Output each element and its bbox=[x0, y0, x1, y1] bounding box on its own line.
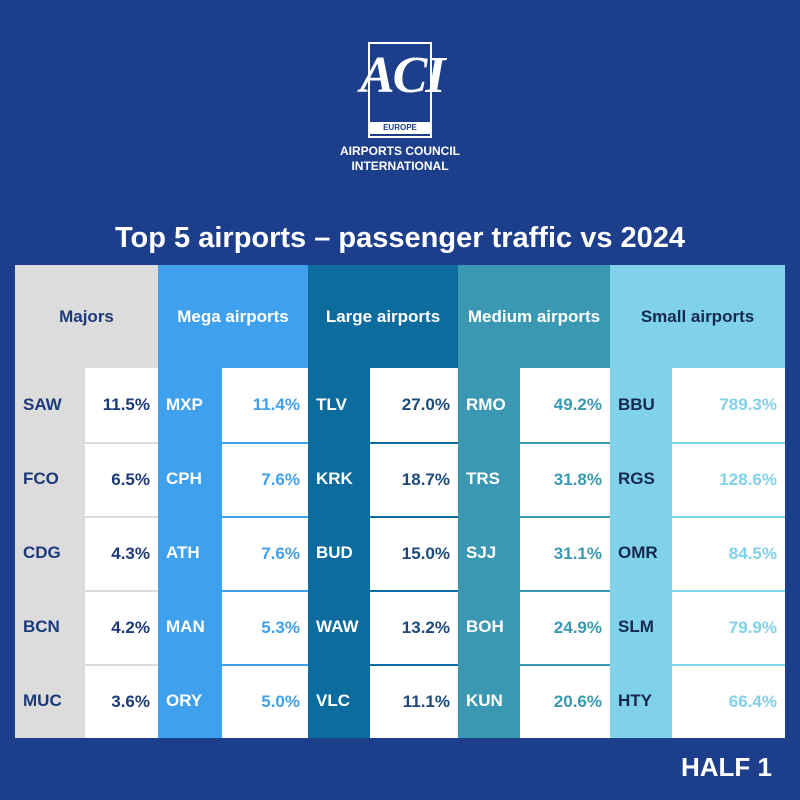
traffic-change: 4.2% bbox=[85, 592, 158, 664]
traffic-change: 6.5% bbox=[85, 444, 158, 516]
airport-code: CDG bbox=[23, 543, 61, 562]
traffic-change: 5.3% bbox=[222, 592, 308, 664]
traffic-change: 5.0% bbox=[222, 666, 308, 738]
column-header: Medium airports bbox=[467, 306, 601, 326]
traffic-change: 31.1% bbox=[520, 518, 610, 590]
traffic-change: 3.6% bbox=[85, 666, 158, 738]
airport-code: VLC bbox=[316, 691, 350, 710]
airport-code: OMR bbox=[618, 543, 658, 562]
airport-code: SJJ bbox=[466, 543, 497, 562]
airport-code: WAW bbox=[316, 617, 359, 636]
traffic-change: 7.6% bbox=[222, 518, 308, 590]
logo-name: INTERNATIONAL bbox=[351, 159, 449, 173]
traffic-change: 24.9% bbox=[520, 592, 610, 664]
airport-code: MXP bbox=[166, 395, 203, 414]
traffic-change: 18.7% bbox=[370, 444, 458, 516]
airport-code: ATH bbox=[166, 543, 200, 562]
traffic-change: 49.2% bbox=[520, 368, 610, 442]
airport-code: MAN bbox=[166, 617, 205, 636]
traffic-change: 789.3% bbox=[672, 368, 785, 442]
logo-region: EUROPE bbox=[368, 122, 432, 134]
airport-code: BUD bbox=[316, 543, 353, 562]
airport-code: MUC bbox=[23, 691, 62, 710]
traffic-change: 84.5% bbox=[672, 518, 785, 590]
column-header: Large airports bbox=[325, 306, 441, 326]
logo-frame bbox=[368, 42, 432, 138]
airport-code: HTY bbox=[618, 691, 652, 710]
airport-code: RGS bbox=[618, 469, 655, 488]
traffic-change: 15.0% bbox=[370, 518, 458, 590]
traffic-change: 31.8% bbox=[520, 444, 610, 516]
traffic-change: 11.5% bbox=[85, 368, 158, 442]
airport-code: BOH bbox=[466, 617, 504, 636]
logo-name: AIRPORTS COUNCIL bbox=[340, 144, 460, 158]
airport-code: ORY bbox=[166, 691, 203, 710]
airport-code: CPH bbox=[166, 469, 202, 488]
airport-code: BBU bbox=[618, 395, 655, 414]
footer: HALF 1 bbox=[681, 752, 772, 782]
title: Top 5 airports – passenger traffic vs 20… bbox=[114, 222, 686, 254]
airport-code: TRS bbox=[466, 469, 500, 488]
traffic-change: 11.1% bbox=[370, 666, 458, 738]
column-header: Small airports bbox=[640, 306, 755, 326]
airport-code: SAW bbox=[23, 395, 62, 414]
airport-code: TLV bbox=[316, 395, 347, 414]
airport-code: KRK bbox=[316, 469, 353, 488]
airport-code: FCO bbox=[23, 469, 59, 488]
traffic-change: 4.3% bbox=[85, 518, 158, 590]
traffic-change: 7.6% bbox=[222, 444, 308, 516]
airport-code: KUN bbox=[466, 691, 503, 710]
traffic-change: 128.6% bbox=[672, 444, 785, 516]
logo-mark: ACI bbox=[360, 47, 446, 104]
traffic-change: 79.9% bbox=[672, 592, 785, 664]
traffic-change: 20.6% bbox=[520, 666, 610, 738]
airport-code: SLM bbox=[618, 617, 654, 636]
traffic-change: 27.0% bbox=[370, 368, 458, 442]
airport-code: RMO bbox=[466, 395, 506, 414]
airport-code: BCN bbox=[23, 617, 60, 636]
traffic-change: 66.4% bbox=[672, 666, 785, 738]
column-header: Majors bbox=[59, 306, 114, 326]
traffic-change: 13.2% bbox=[370, 592, 458, 664]
traffic-change: 11.4% bbox=[222, 368, 308, 442]
column-header: Mega airports bbox=[177, 306, 289, 326]
